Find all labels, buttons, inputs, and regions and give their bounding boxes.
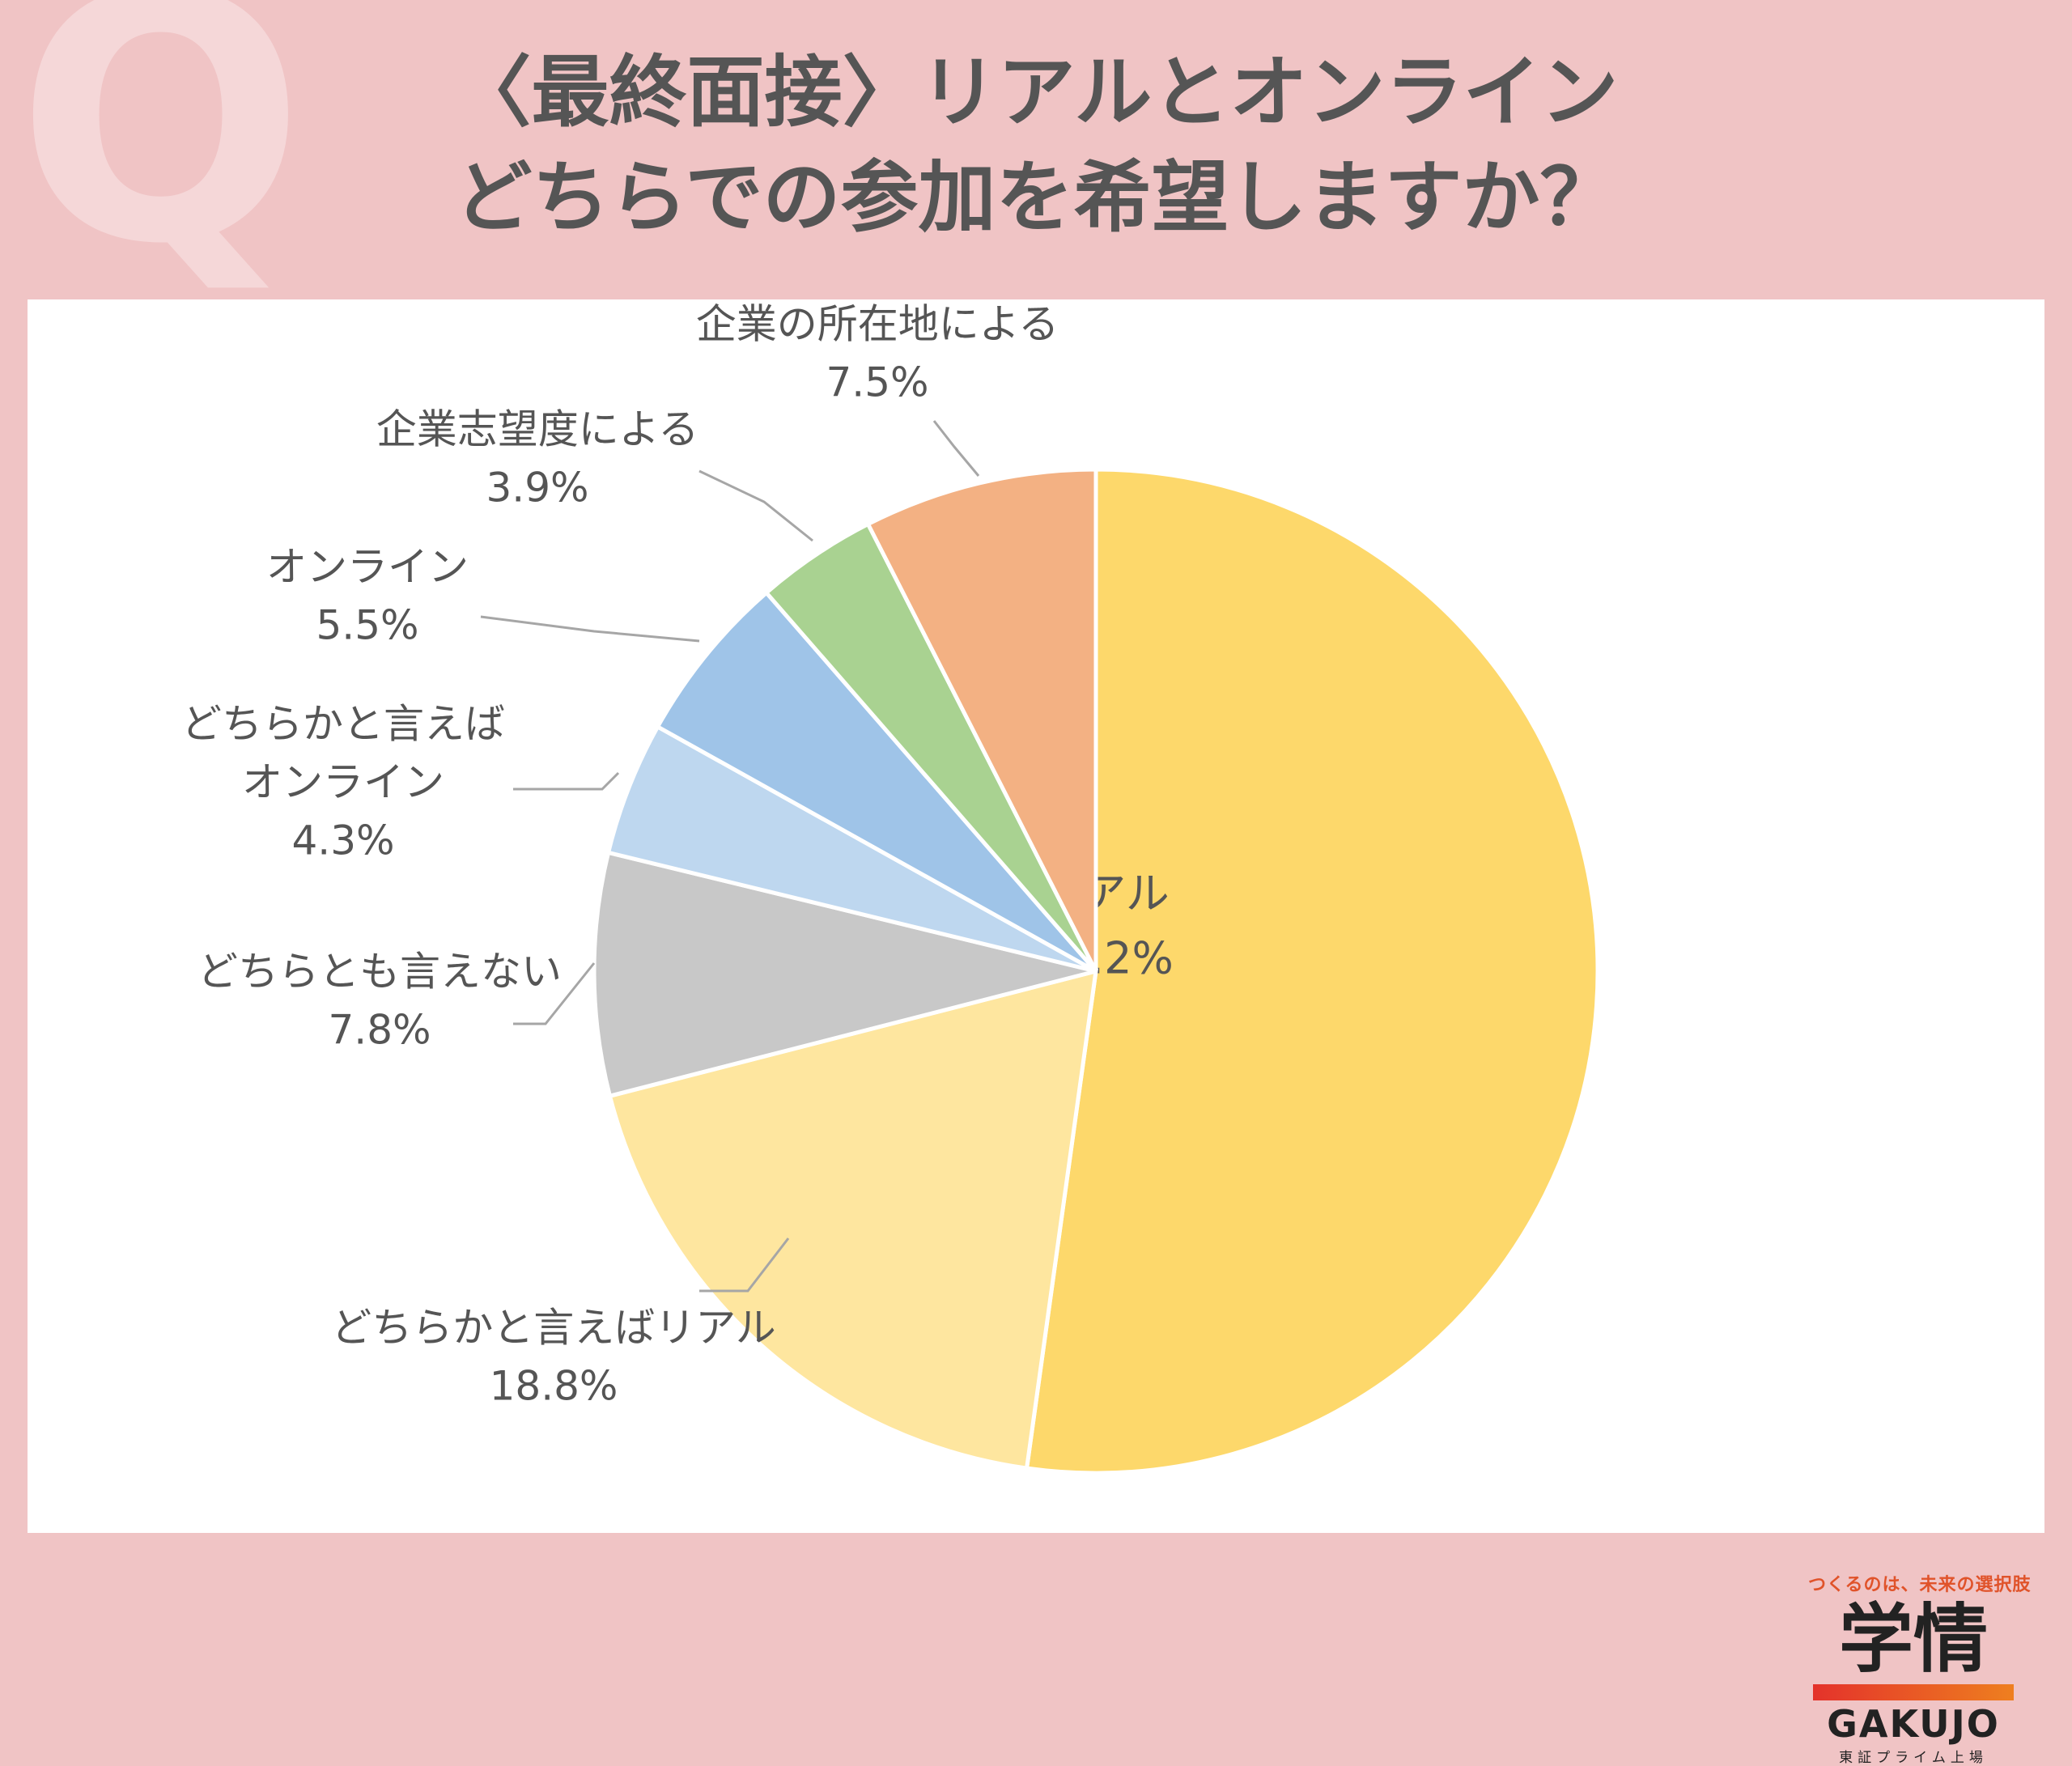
leader-line-1 (699, 1237, 790, 1293)
pie-slice-4 (655, 589, 1098, 974)
slice-label-3: どちらかと言えば (181, 701, 505, 748)
pie-slice-1 (607, 968, 1098, 1471)
slice-value-label-1: 18.8% (490, 1363, 618, 1410)
slice-label-1: どちらかと言えばリアル (331, 1305, 776, 1352)
title-line-1: 〈最終面接〉リアルとオンライン (453, 47, 1619, 138)
slice-label-2: どちらとも言えない (197, 949, 562, 995)
leader-line-4 (480, 615, 700, 643)
leader-line-5 (698, 469, 813, 542)
q-mark: Q (16, 0, 306, 319)
slice-label-3: オンライン (242, 759, 444, 806)
pie-slice-2 (592, 850, 1097, 1099)
slice-value-label-5: 3.9% (486, 465, 588, 512)
slice-value-label-2: 7.8% (328, 1007, 431, 1054)
slice-label-4: オンライン (266, 544, 469, 591)
logo-bar (1813, 1683, 2014, 1700)
pie-slice-0 (1024, 467, 1600, 1475)
slice-label-5: 企業志望度による (376, 406, 699, 453)
title-line-2: どちらでの参加を希望しますか？ (454, 151, 1618, 243)
leader-line-2 (513, 962, 596, 1025)
logo-name: 学情 (1838, 1596, 1988, 1683)
logo-tagline: つくるのは、未来の選択肢 (1808, 1575, 2032, 1595)
slice-label-6: 企業の所在地による (696, 301, 1059, 348)
slice-value-label-4: 5.5% (316, 602, 418, 649)
slice-value-label-3: 4.3% (291, 817, 394, 864)
pie-chart: リアル52.2%どちらかと言えばリアル18.8%どちらとも言えない7.8%どちら… (181, 301, 1600, 1475)
page-title: 〈最終面接〉リアルとオンライン どちらでの参加を希望しますか？ (0, 40, 2072, 250)
pie-slice-6 (865, 467, 1098, 973)
leader-line-6 (932, 420, 980, 477)
logo-name-en: GAKUJO (1827, 1701, 2000, 1746)
gakujo-logo: つくるのは、未来の選択肢 学情 GAKUJO 東証プライム上場 (1808, 1570, 2032, 1766)
logo-sub: 東証プライム上場 (1839, 1749, 1988, 1766)
slice-value-label-6: 7.5% (826, 359, 928, 406)
pie-slice-3 (605, 724, 1098, 974)
chart-panel: リアル 52.2% どちらかと言えばリアル 18.8% どちらとも言えない 7.8% どちら… (28, 299, 2044, 1766)
leader-line-3 (513, 771, 620, 791)
